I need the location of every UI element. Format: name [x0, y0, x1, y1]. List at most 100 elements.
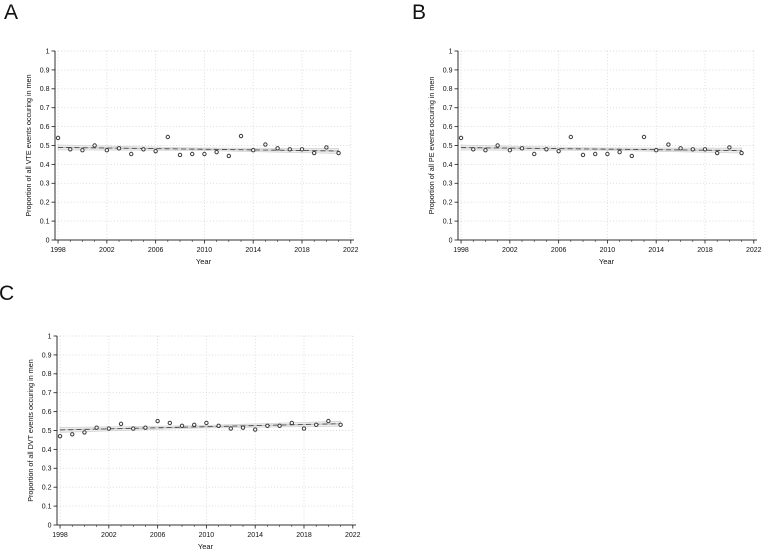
data-point [678, 146, 683, 151]
data-point [202, 151, 207, 157]
y-tick-label: 0.7 [42, 390, 52, 397]
data-point [593, 151, 598, 157]
x-tick-label: 1998 [50, 247, 66, 254]
x-tick-label: 2014 [648, 247, 664, 254]
x-tick-label: 1998 [453, 247, 469, 254]
data-point [265, 423, 270, 428]
data-point [153, 148, 158, 154]
x-tick-label: 2022 [746, 247, 762, 254]
data-point [727, 145, 732, 150]
y-tick-label: 0.1 [42, 504, 52, 511]
trend-dashed-line [58, 146, 339, 152]
chart-vte-proportion: 0 0.1 0.2 0.3 0.4 0.5 0.6 0.7 0.8 0.9 1 1998 2002 200… [24, 48, 359, 266]
data-point [251, 148, 256, 153]
data-point [226, 153, 232, 159]
x-tick-label: 2022 [345, 532, 361, 539]
y-tick-label: 0.6 [42, 409, 52, 416]
data-point [702, 147, 708, 152]
data-point [141, 147, 146, 152]
data-point [238, 133, 244, 139]
data-point [654, 148, 659, 153]
data-point [240, 425, 246, 430]
x-tick-label: 2018 [294, 247, 310, 254]
data-point [556, 148, 561, 154]
y-tick-label: 0 [46, 237, 50, 244]
y-axis-title: Proportion of all VTE events occuring in… [24, 74, 33, 216]
data-point [495, 143, 500, 148]
data-point [532, 151, 537, 157]
x-tick-label: 2014 [247, 532, 263, 539]
chart-pe-proportion: 0 0.1 0.2 0.3 0.4 0.5 0.6 0.7 0.8 0.9 1 1998 2002 200… [427, 48, 762, 266]
data-point [253, 427, 258, 432]
x-tick-label: 2014 [245, 247, 261, 254]
y-tick-label: 0.3 [443, 181, 453, 188]
x-tick-label: 2006 [148, 247, 164, 254]
data-point [507, 148, 513, 153]
data-point [129, 151, 134, 157]
data-point [641, 134, 647, 140]
data-point [70, 432, 75, 437]
x-tick-label: 1998 [52, 532, 68, 539]
y-tick-label: 0.9 [42, 352, 52, 359]
data-point [605, 151, 610, 157]
data-point [106, 426, 112, 431]
data-point [167, 420, 173, 426]
data-point [277, 423, 282, 428]
y-tick-label: 0.5 [42, 428, 52, 435]
y-tick-label: 0.8 [40, 86, 50, 93]
y-tick-label: 0 [449, 237, 453, 244]
panel-label-b: B [412, 1, 427, 24]
y-tick-label: 0.9 [40, 67, 50, 74]
y-tick-label: 0.2 [40, 200, 50, 207]
data-point [204, 420, 209, 426]
data-point [336, 150, 341, 156]
data-point [143, 425, 148, 430]
data-point [55, 135, 61, 141]
x-axis-title: Year [196, 257, 212, 266]
y-tick-label: 0.8 [443, 86, 453, 93]
data-point [190, 151, 195, 157]
data-point [165, 134, 171, 140]
panel-label-c: C [0, 282, 15, 305]
data-point [739, 150, 744, 156]
data-point [131, 426, 136, 431]
x-tick-label: 2010 [199, 532, 215, 539]
data-point [568, 134, 574, 140]
data-point [313, 422, 319, 428]
data-point [214, 149, 219, 155]
y-tick-label: 0.2 [42, 485, 52, 492]
y-tick-label: 1 [48, 333, 52, 340]
x-tick-label: 2002 [101, 532, 117, 539]
y-tick-label: 0.8 [42, 371, 52, 378]
data-point [275, 146, 280, 151]
y-tick-label: 0.9 [443, 67, 453, 74]
y-axis-title: Proportion of all DVT events occuring in… [26, 359, 35, 502]
data-point [228, 426, 234, 431]
x-tick-label: 2022 [343, 247, 359, 254]
chart-dvt-proportion: 0 0.1 0.2 0.3 0.4 0.5 0.6 0.7 0.8 0.9 1 1998 2002 200… [26, 333, 361, 551]
data-point [92, 143, 97, 148]
data-point [216, 423, 221, 428]
data-point [118, 421, 124, 427]
y-axis-title: Proportion of all PE events occuring in … [427, 77, 436, 215]
data-point [483, 148, 488, 153]
data-point [580, 152, 586, 158]
data-point [179, 423, 185, 428]
x-tick-label: 2006 [150, 532, 166, 539]
data-point [94, 425, 99, 430]
data-point [714, 150, 720, 156]
data-point [544, 147, 549, 152]
y-tick-label: 0.1 [443, 219, 453, 226]
y-tick-label: 0.4 [42, 447, 52, 454]
y-tick-label: 0.5 [443, 143, 453, 150]
y-tick-label: 0.5 [40, 143, 50, 150]
y-tick-label: 0.4 [40, 162, 50, 169]
x-axis-title: Year [198, 542, 214, 551]
data-point [617, 149, 622, 155]
x-tick-label: 2002 [502, 247, 518, 254]
y-tick-label: 0 [48, 522, 52, 529]
data-point [68, 147, 73, 152]
data-point [287, 147, 292, 152]
x-tick-label: 2018 [296, 532, 312, 539]
